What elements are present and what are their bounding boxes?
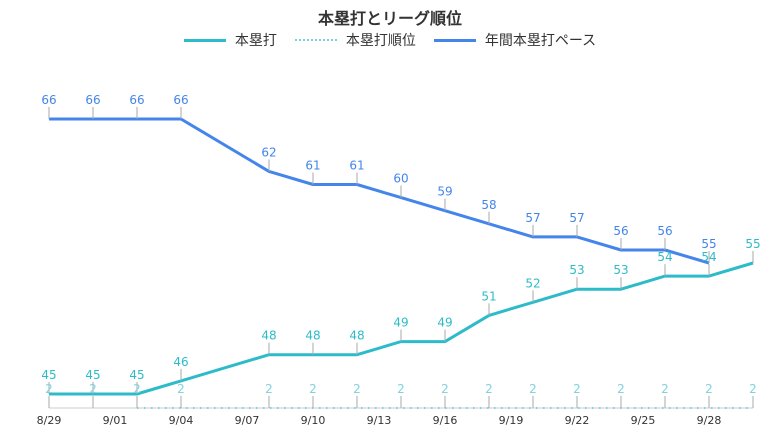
legend-item-annual-pace[interactable]: 年間本塁打ペース [433,30,597,50]
data-label-home-runs: 45 [41,368,56,382]
data-label-home-run-rank: 2 [89,382,97,396]
x-tick-label: 9/01 [103,414,128,427]
x-tick-label: 9/10 [301,414,326,427]
data-label-home-run-rank: 2 [573,382,581,396]
data-label-home-run-rank: 2 [749,382,757,396]
data-label-annual-pace: 57 [569,211,584,225]
data-label-annual-pace: 66 [173,93,188,107]
x-tick-label: 9/19 [499,414,524,427]
x-tick-label: 8/29 [37,414,62,427]
legend-swatch-home-run-rank [294,39,337,41]
data-label-annual-pace: 61 [349,158,364,172]
data-label-home-runs: 48 [349,329,364,343]
data-label-annual-pace: 59 [437,185,452,199]
data-label-annual-pace: 66 [129,93,144,107]
data-label-home-runs: 55 [745,237,760,251]
data-label-home-run-rank: 2 [133,382,141,396]
data-label-home-runs: 49 [437,316,452,330]
legend-label-home-runs: 本塁打 [234,33,277,49]
data-label-home-run-rank: 2 [397,382,405,396]
data-label-home-runs: 45 [129,368,144,382]
data-label-annual-pace: 56 [613,224,628,238]
data-label-home-runs: 54 [701,250,716,264]
legend-swatch-home-runs [183,38,226,42]
data-label-home-runs: 53 [613,263,628,277]
legend-label-annual-pace: 年間本塁打ペース [484,33,597,49]
data-label-home-run-rank: 2 [661,382,669,396]
x-tick-label: 9/22 [565,414,590,427]
data-label-annual-pace: 55 [701,237,716,251]
data-label-annual-pace: 57 [525,211,540,225]
data-label-annual-pace: 66 [41,93,56,107]
data-label-home-runs: 52 [525,276,540,290]
x-tick-label: 9/04 [169,414,194,427]
data-label-home-runs: 53 [569,263,584,277]
data-label-home-run-rank: 2 [177,382,185,396]
data-label-home-run-rank: 2 [441,382,449,396]
data-label-home-runs: 45 [85,368,100,382]
data-label-home-run-rank: 2 [353,382,361,396]
data-label-home-runs: 48 [305,329,320,343]
data-label-home-runs: 49 [393,316,408,330]
x-tick-label: 9/16 [433,414,458,427]
data-label-home-run-rank: 2 [45,382,53,396]
data-label-home-run-rank: 2 [705,382,713,396]
x-tick-label: 9/13 [367,414,392,427]
legend-item-home-runs[interactable]: 本塁打 [183,30,277,50]
legend-label-home-run-rank: 本塁打順位 [345,33,416,49]
data-label-home-run-rank: 2 [529,382,537,396]
data-label-home-run-rank: 2 [309,382,317,396]
chart-title: 本塁打とリーグ順位 [317,9,462,28]
series-line-home-runs [49,261,754,396]
x-tick-label: 9/28 [697,414,722,427]
data-label-home-run-rank: 2 [265,382,273,396]
data-label-annual-pace: 56 [657,224,672,238]
legend: 本塁打 本塁打順位 年間本塁打ペース [0,30,780,50]
data-label-home-runs: 46 [173,355,188,369]
data-label-home-runs: 51 [481,289,496,303]
data-label-home-run-rank: 2 [617,382,625,396]
x-tick-label: 9/25 [631,414,656,427]
series-line-annual-pace [49,117,710,265]
data-label-home-runs: 48 [261,329,276,343]
x-tick-label: 9/07 [235,414,260,427]
data-label-annual-pace: 58 [481,198,496,212]
data-label-annual-pace: 61 [305,158,320,172]
data-label-annual-pace: 60 [393,172,408,186]
data-label-annual-pace: 66 [85,93,100,107]
legend-item-home-run-rank[interactable]: 本塁打順位 [294,30,416,50]
data-label-home-run-rank: 2 [485,382,493,396]
data-label-home-runs: 54 [657,250,672,264]
legend-swatch-annual-pace [433,38,476,42]
data-label-annual-pace: 62 [261,145,276,159]
